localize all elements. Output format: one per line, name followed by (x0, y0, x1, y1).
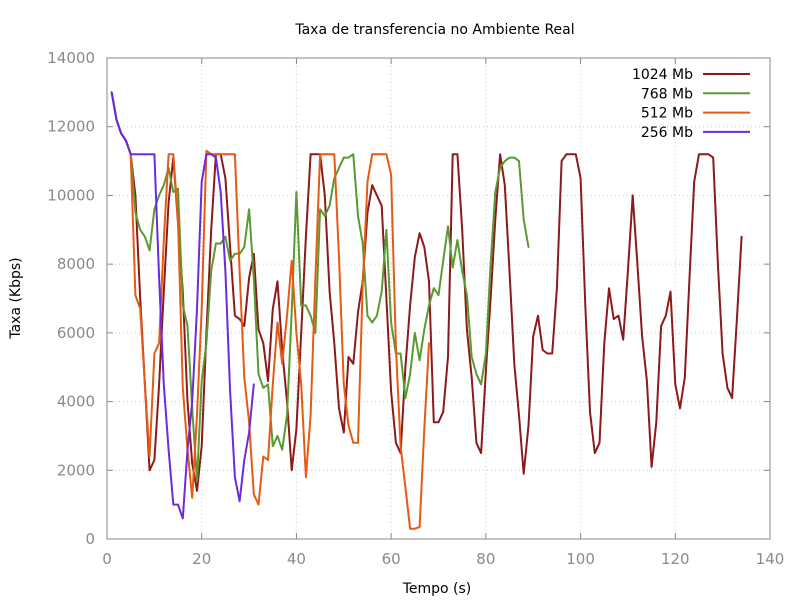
x-tick-label: 80 (476, 550, 495, 568)
y-tick-label: 6000 (57, 324, 95, 342)
y-tick-label: 0 (85, 530, 95, 548)
x-tick-label: 0 (102, 550, 112, 568)
y-tick-label: 12000 (47, 118, 95, 136)
series-line-512-mb (110, 91, 430, 530)
y-tick-label: 4000 (57, 393, 95, 411)
legend: 1024 Mb 768 Mb 512 Mb 256 Mb (632, 67, 750, 141)
legend-label-256-mb: 256 Mb (641, 125, 693, 141)
y-tick-label: 10000 (47, 186, 95, 204)
x-tick-label: 40 (287, 550, 306, 568)
y-tick-label: 14000 (47, 49, 95, 67)
x-axis-label: Tempo (s) (402, 581, 472, 597)
legend-label-768-mb: 768 Mb (641, 86, 693, 102)
grid (107, 58, 770, 539)
x-tick-label: 20 (192, 550, 211, 568)
chart-title: Taxa de transferencia no Ambiente Real (294, 22, 574, 38)
x-tick-label: 120 (661, 550, 690, 568)
x-tick-label: 100 (566, 550, 595, 568)
y-axis-label: Taxa (Kbps) (8, 257, 24, 339)
axis-ticks: 0 2000 4000 6000 8000 10000 12000 14000 0 20 40 60 8… (47, 49, 784, 568)
y-tick-label: 8000 (57, 255, 95, 273)
legend-label-1024-mb: 1024 Mb (632, 67, 693, 83)
y-tick-label: 2000 (57, 461, 95, 479)
series-line-256-mb (110, 91, 255, 520)
series-group (110, 91, 743, 530)
legend-label-512-mb: 512 Mb (641, 106, 693, 122)
x-tick-label: 60 (382, 550, 401, 568)
series-line-768-mb (110, 91, 530, 482)
x-tick-label: 140 (756, 550, 785, 568)
plot-frame (106, 57, 771, 540)
